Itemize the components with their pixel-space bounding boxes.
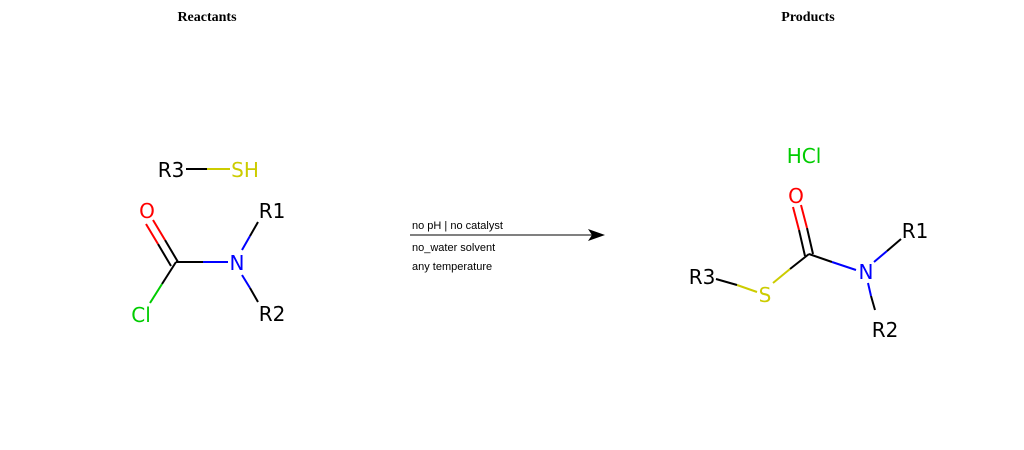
bond-co-1b [152,219,166,241]
prod-bond-nr1-nitrogen-half [873,250,888,263]
atom-r1-label: R1 [259,199,286,223]
prod-bond-nr2-r-half [870,295,876,311]
atom-nitrogen-label: N [230,251,245,275]
prod-bond-co-1a [806,227,814,255]
products-header: Products [781,10,835,25]
prod-bond-co-2b [792,206,800,231]
prod-atom-r3-label: R3 [689,265,716,289]
bond-nr1-nitrogen-half [241,235,251,251]
bond-co-1a [164,239,179,263]
bond-nr2-nitrogen-half [241,274,251,289]
prod-bond-co-1b [800,204,808,229]
condition-ph-catalyst: no pH | no catalyst [412,220,503,232]
bond-ccl-carbon-half [161,261,177,285]
prod-bond-nr2-nitrogen-half [867,282,872,297]
bond-ccl-chlorine-half [149,283,163,304]
bond-co-2b [145,223,159,245]
atom-sh-label: SH [231,158,259,182]
atom-oxygen-label: O [139,199,155,223]
prod-bond-cn-nitrogen-half [831,261,857,271]
reactant-thiol: R3 SH [158,158,259,182]
prod-bond-cn-carbon-half [808,253,833,263]
prod-bond-cs-carbon-half [789,253,810,270]
reaction-arrow-head [588,229,605,241]
prod-atom-nitrogen-label: N [859,260,874,284]
prod-bond-nr1-r-half [886,238,902,252]
condition-temperature: any temperature [412,261,492,273]
prod-atom-r2-label: R2 [872,318,899,342]
prod-bond-sr3-sulfur-half [736,284,758,293]
reactant-carbamoyl-chloride: O N Cl R1 R2 [131,199,285,327]
prod-bond-sr3-r-half [715,278,738,286]
reactants-header: Reactants [177,10,237,25]
prod-bond-co-2a [798,229,806,257]
prod-atom-oxygen-label: O [788,184,804,208]
bond-nr1-r-half [249,221,259,237]
prod-bond-cs-sulfur-half [772,268,791,284]
atom-r3-label: R3 [158,158,185,182]
reaction-arrow-group: no pH | no catalyst no_water solvent any… [410,220,605,273]
bond-co-2a [157,243,172,267]
atom-r2-label: R2 [259,302,286,326]
prod-atom-r1-label: R1 [902,219,929,243]
product-hcl-label: HCl [787,144,822,168]
atom-chlorine-label: Cl [131,303,151,327]
product-thiocarbamate: O N S R3 R1 R2 [689,184,929,342]
condition-solvent: no_water solvent [412,242,495,254]
prod-atom-sulfur-label: S [759,283,772,307]
bond-nr2-r-half [249,287,259,303]
